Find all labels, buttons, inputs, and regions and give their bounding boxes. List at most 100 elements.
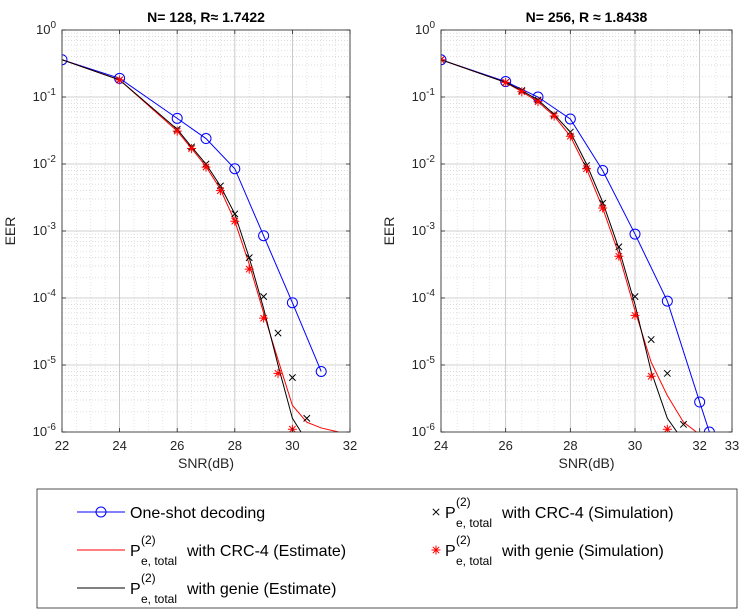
data-point-genie_sim (172, 126, 182, 136)
series-oneshot (62, 54, 327, 377)
legend-item-genie_sim: Pe, total (2) with genie (Simulation) (431, 533, 664, 568)
x-tick-label: 30 (628, 438, 642, 453)
y-axis-label: EER (381, 217, 397, 246)
series-genie_sim (441, 55, 672, 432)
data-point-oneshot (441, 54, 447, 66)
legend-subscript: e, total (456, 516, 492, 530)
legend-main: P (445, 505, 456, 522)
y-tick-label: 100 (36, 20, 56, 37)
x-tick-label: 32 (343, 438, 357, 453)
x-tick-label: 26 (170, 438, 184, 453)
legend-label: P (445, 543, 456, 560)
data-point-oneshot (200, 133, 212, 145)
data-point-genie_sim (244, 264, 254, 274)
x-tick-label: 28 (563, 438, 577, 453)
legend-subscript: e, total (141, 592, 177, 606)
legend-superscript: (2) (141, 533, 156, 547)
data-point-genie_sim (230, 216, 240, 226)
data-point-oneshot (597, 164, 609, 176)
data-point-genie_sim (662, 424, 672, 432)
data-point-crc_sim (615, 243, 623, 251)
legend-label: P (130, 581, 141, 598)
data-point-crc_sim (663, 369, 671, 377)
data-point-genie_sim (598, 203, 608, 213)
x-tick-label: 26 (498, 438, 512, 453)
x-tick-label: 30 (285, 438, 299, 453)
data-point-genie_sim (533, 97, 543, 107)
plot-area (62, 54, 339, 432)
legend-main: P (130, 543, 141, 560)
legend-marker (95, 506, 107, 518)
data-point-genie_sim (273, 368, 283, 378)
data-point-oneshot (62, 54, 68, 66)
data-point-genie_sim (201, 162, 211, 172)
series-crc_est (441, 59, 697, 432)
data-point-genie_sim (549, 111, 559, 121)
legend-item-crc_est: Pe, total (2) with CRC-4 (Estimate) (77, 533, 346, 568)
x-tick-label: 32 (692, 438, 706, 453)
series-line-crc_est (441, 59, 697, 432)
chart-2: 24 26 28 30 32 33 10-6 10-5 10-4 10-3 10-2 10-1 100 N… (381, 9, 739, 471)
y-tick-label: 10-3 (412, 221, 436, 238)
x-axis-label: SNR(dB) (178, 455, 234, 471)
series-line-genie_est (62, 59, 302, 432)
series-crc_sim (116, 76, 311, 422)
y-tick-label: 10-1 (412, 87, 436, 104)
data-point-oneshot (694, 396, 706, 408)
x-tick-label: 22 (55, 438, 69, 453)
y-tick-label: 10-6 (412, 422, 436, 439)
legend-box (36, 488, 738, 609)
y-tick-label: 10-4 (412, 288, 436, 305)
y-tick-label: 10-2 (33, 154, 57, 171)
y-tick-label: 10-4 (33, 288, 57, 305)
data-point-genie_sim (187, 144, 197, 154)
chart-title: N= 128, R≈ 1.7422 (147, 9, 265, 25)
plot-area (441, 54, 715, 432)
y-tick-label: 10-3 (33, 221, 57, 238)
legend: One-shot decoding Pe, total (2) with CRC-4… (36, 488, 738, 609)
data-point-crc_sim (679, 420, 688, 428)
legend-subscript: e, total (456, 554, 492, 568)
x-axis-label: SNR(dB) (558, 455, 614, 471)
x-tick-label: 24 (434, 438, 448, 453)
y-tick-label: 10-5 (412, 355, 436, 372)
data-point-genie_sim (565, 131, 575, 141)
series-line-oneshot (441, 59, 710, 432)
data-point-oneshot (258, 230, 270, 242)
data-point-crc_sim (274, 329, 282, 337)
data-point-genie_sim (614, 251, 624, 261)
legend-text: with genie (Estimate) (186, 581, 336, 598)
series-genie_est (62, 59, 302, 432)
legend-superscript: (2) (456, 495, 471, 509)
data-point-genie_sim (582, 164, 591, 174)
y-tick-label: 10-1 (33, 87, 57, 104)
legend-label: P (130, 543, 141, 560)
data-point-genie_sim (215, 186, 225, 196)
y-axis-label: EER (2, 217, 18, 246)
data-point-crc_sim (647, 335, 655, 344)
x-tick-label: 24 (112, 438, 126, 453)
series-line-oneshot (62, 59, 322, 372)
data-point-oneshot (629, 228, 641, 240)
y-tick-label: 10-5 (33, 355, 57, 372)
chart-1: 22 24 26 28 30 32 10-6 10-5 10-4 10-3 10-2 10-1 100 N… (2, 9, 357, 471)
data-point-genie_sim (646, 371, 656, 381)
legend-superscript: (2) (141, 571, 156, 585)
data-point-oneshot (661, 295, 673, 307)
data-point-oneshot (315, 365, 327, 377)
data-point-crc_sim (245, 254, 253, 262)
legend-marker (431, 545, 441, 555)
legend-label: P (445, 505, 456, 522)
legend-label: One-shot decoding (130, 505, 265, 522)
legend-subscript: e, total (141, 554, 177, 568)
legend-text: with genie (Simulation) (501, 543, 664, 560)
legend-marker (432, 508, 440, 516)
x-tick-label: 28 (228, 438, 242, 453)
data-point-genie_sim (630, 310, 640, 320)
legend-item-oneshot: One-shot decoding (77, 505, 265, 522)
series-crc_sim (441, 56, 688, 428)
chart-title: N= 256, R ≈ 1.8438 (526, 9, 648, 25)
data-point-oneshot (703, 426, 715, 432)
legend-main: P (445, 543, 456, 560)
